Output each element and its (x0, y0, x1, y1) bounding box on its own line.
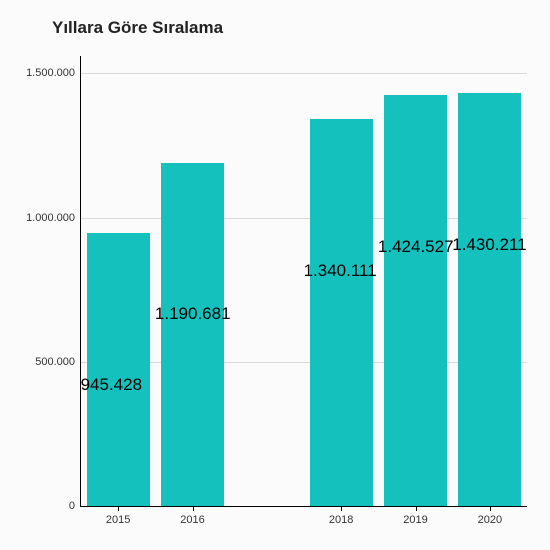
y-tick-label: 1.500.000 (26, 67, 81, 79)
data-label: 1.340.111 (304, 261, 377, 281)
data-label: 945.428 (81, 375, 142, 395)
x-tick (193, 506, 194, 511)
chart-title: Yıllara Göre Sıralama (52, 18, 223, 38)
y-tick-label: 0 (69, 500, 81, 512)
data-label: 1.430.211 (452, 235, 526, 255)
x-tick (341, 506, 342, 511)
bar (87, 233, 150, 506)
y-gridline (81, 73, 527, 74)
x-tick-label: 2016 (180, 514, 204, 526)
plot-area: 0500.0001.000.0001.500.0002015945.428201… (80, 56, 527, 507)
x-tick-label: 2018 (329, 514, 353, 526)
y-tick-label: 500.000 (35, 356, 81, 368)
bar (310, 119, 373, 506)
chart-container: Yıllara Göre Sıralama 0500.0001.000.0001… (0, 0, 550, 550)
x-tick-label: 2020 (478, 514, 502, 526)
bar (384, 95, 447, 506)
data-label: 1.190.681 (155, 304, 231, 324)
data-label: 1.424.527 (378, 237, 454, 257)
x-tick-label: 2015 (106, 514, 130, 526)
x-tick (490, 506, 491, 511)
y-tick-label: 1.000.000 (26, 212, 81, 224)
x-tick (416, 506, 417, 511)
bar (161, 163, 224, 506)
x-tick-label: 2019 (403, 514, 427, 526)
bar (458, 93, 521, 506)
x-tick (118, 506, 119, 511)
